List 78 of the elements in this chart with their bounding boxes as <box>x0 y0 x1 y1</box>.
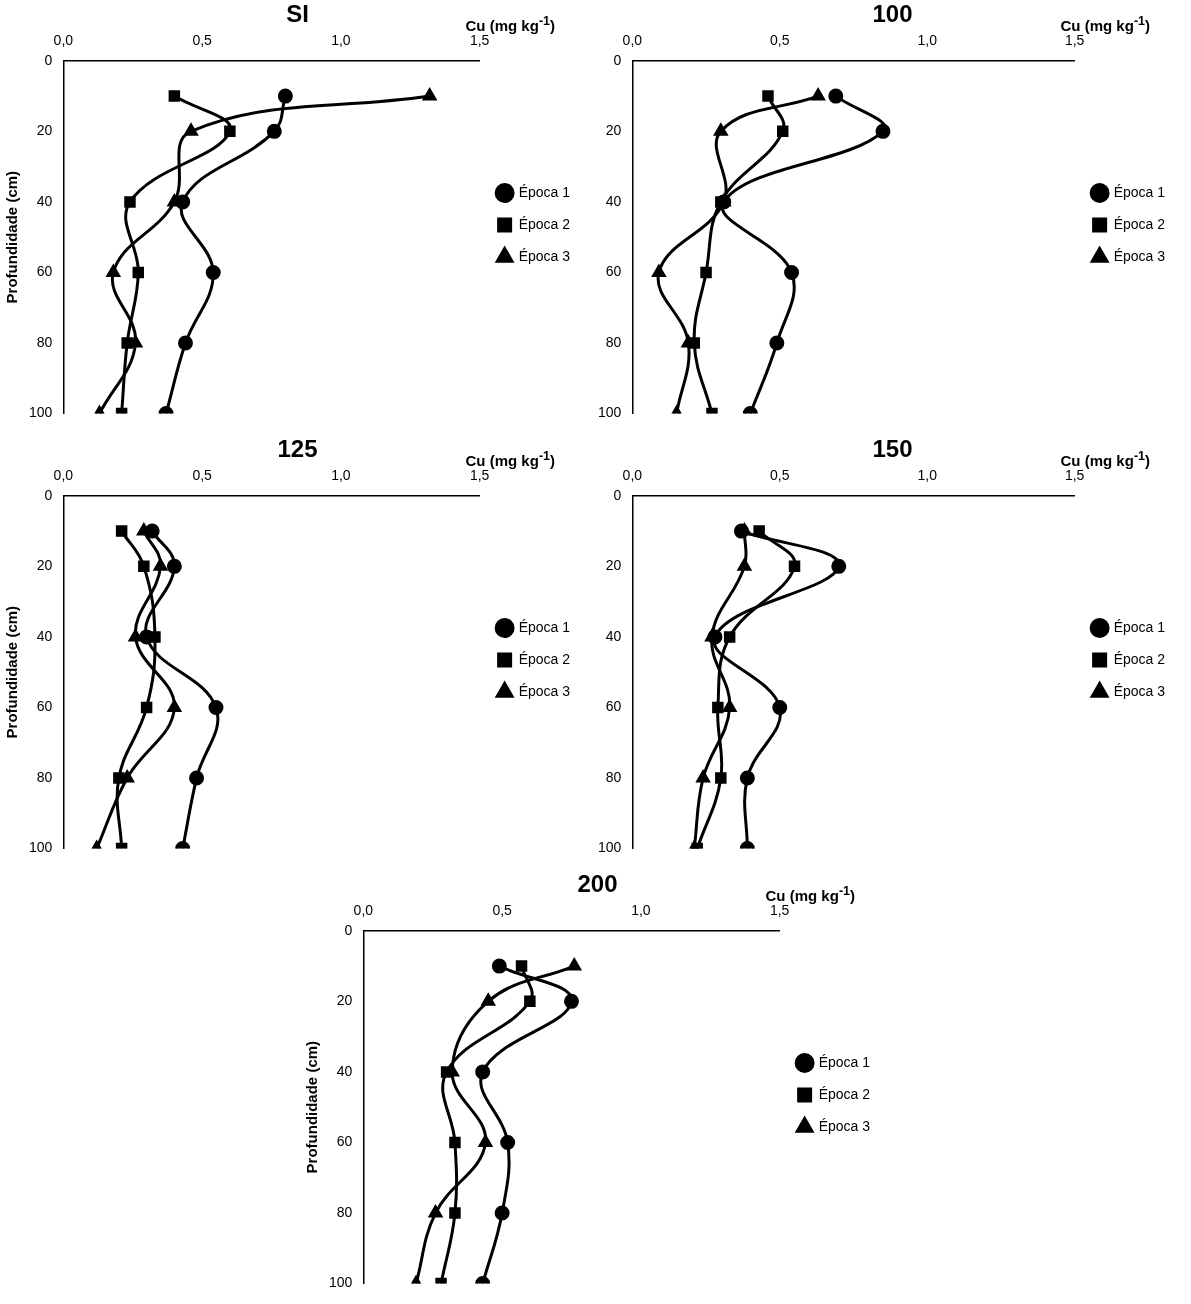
x-tick-label: 0,0 <box>622 467 643 484</box>
legend-label: Época 2 <box>1113 215 1166 232</box>
y-tick-label: 40 <box>36 627 53 644</box>
legend-label: Época 1 <box>1113 618 1166 635</box>
y-tick-label: 100 <box>29 404 53 421</box>
y-tick-label: 80 <box>336 1203 353 1220</box>
x-tick-label: 1,5 <box>469 467 490 484</box>
y-tick-label: 40 <box>605 627 622 644</box>
x-tick-label: 1,0 <box>631 902 651 919</box>
y-tick-label: 60 <box>605 698 622 715</box>
y-tick-label: 100 <box>29 839 53 856</box>
x-tick-label: 0,5 <box>192 467 213 484</box>
legend-label: Época 2 <box>818 1085 871 1102</box>
legend-label: Época 2 <box>518 650 571 667</box>
y-tick-label: 0 <box>44 51 53 68</box>
y-tick-label: 80 <box>36 768 53 785</box>
x-tick-label: 0,5 <box>770 467 790 484</box>
y-tick-label: 40 <box>605 192 622 209</box>
x-axis-title: Cu (mg kg$^{-1}$) <box>1060 449 1150 469</box>
legend-label: Época 3 <box>518 682 571 699</box>
x-tick-label: 1,0 <box>331 32 351 49</box>
legend-label: Época 3 <box>818 1117 871 1134</box>
y-tick-label: 0 <box>613 486 622 503</box>
y-tick-label: 20 <box>336 992 353 1009</box>
x-tick-label: 0,5 <box>192 32 213 49</box>
y-tick-label: 20 <box>605 557 622 574</box>
legend-label: Época 1 <box>1113 183 1166 200</box>
x-tick-label: 1,5 <box>469 32 490 49</box>
y-tick-label: 20 <box>36 557 53 574</box>
chart-title: 100 <box>872 0 913 27</box>
x-tick-label: 0,5 <box>492 902 513 919</box>
y-tick-label: 0 <box>344 921 353 938</box>
legend-label: Época 3 <box>1113 682 1166 699</box>
y-tick-label: 20 <box>36 122 53 139</box>
y-tick-label: 60 <box>36 263 53 280</box>
x-tick-label: 0,0 <box>353 902 374 919</box>
y-tick-label: 40 <box>336 1062 353 1079</box>
x-tick-label: 1,5 <box>769 902 790 919</box>
y-tick-label: 100 <box>598 839 622 856</box>
y-tick-label: 60 <box>336 1133 353 1150</box>
legend-label: Época 2 <box>1113 650 1166 667</box>
x-tick-label: 1,0 <box>917 32 938 49</box>
chart-title: 125 <box>277 435 318 462</box>
legend-label: Época 1 <box>518 618 571 635</box>
x-axis-title: Cu (mg kg$^{-1}$) <box>465 449 555 469</box>
x-axis-title: Cu (mg kg$^{-1}$) <box>765 884 855 904</box>
x-axis-title: Cu (mg kg$^{-1}$) <box>465 14 555 34</box>
y-axis-title: Profundidade (cm) <box>303 1040 321 1174</box>
chart-title: 200 <box>577 870 618 897</box>
x-tick-label: 1,0 <box>331 467 351 484</box>
y-tick-label: 80 <box>36 333 53 350</box>
legend-label: Época 3 <box>1113 247 1166 264</box>
y-tick-label: 80 <box>605 768 622 785</box>
x-tick-label: 1,0 <box>917 467 938 484</box>
x-tick-label: 1,5 <box>1064 467 1085 484</box>
x-axis-title: Cu (mg kg$^{-1}$) <box>1060 14 1150 34</box>
legend-label: Época 1 <box>518 183 571 200</box>
y-tick-label: 60 <box>36 698 53 715</box>
y-tick-label: 80 <box>605 333 622 350</box>
y-tick-label: 0 <box>613 51 622 68</box>
legend-label: Época 1 <box>818 1053 871 1070</box>
x-tick-label: 1,5 <box>1064 32 1085 49</box>
y-tick-label: 40 <box>36 192 53 209</box>
chart-title: 150 <box>872 435 913 462</box>
y-axis-title: Profundidade (cm) <box>3 170 21 304</box>
x-tick-label: 0,0 <box>622 32 643 49</box>
legend-label: Época 3 <box>518 247 571 264</box>
x-tick-label: 0,5 <box>770 32 790 49</box>
y-tick-label: 100 <box>598 404 622 421</box>
y-tick-label: 60 <box>605 263 622 280</box>
y-tick-label: 20 <box>605 122 622 139</box>
x-tick-label: 0,0 <box>53 32 74 49</box>
legend-label: Época 2 <box>518 215 571 232</box>
y-tick-label: 100 <box>329 1274 353 1291</box>
y-axis-title: Profundidade (cm) <box>3 605 21 739</box>
x-tick-label: 0,0 <box>53 467 74 484</box>
chart-title: SI <box>286 0 309 27</box>
y-tick-label: 0 <box>44 486 53 503</box>
